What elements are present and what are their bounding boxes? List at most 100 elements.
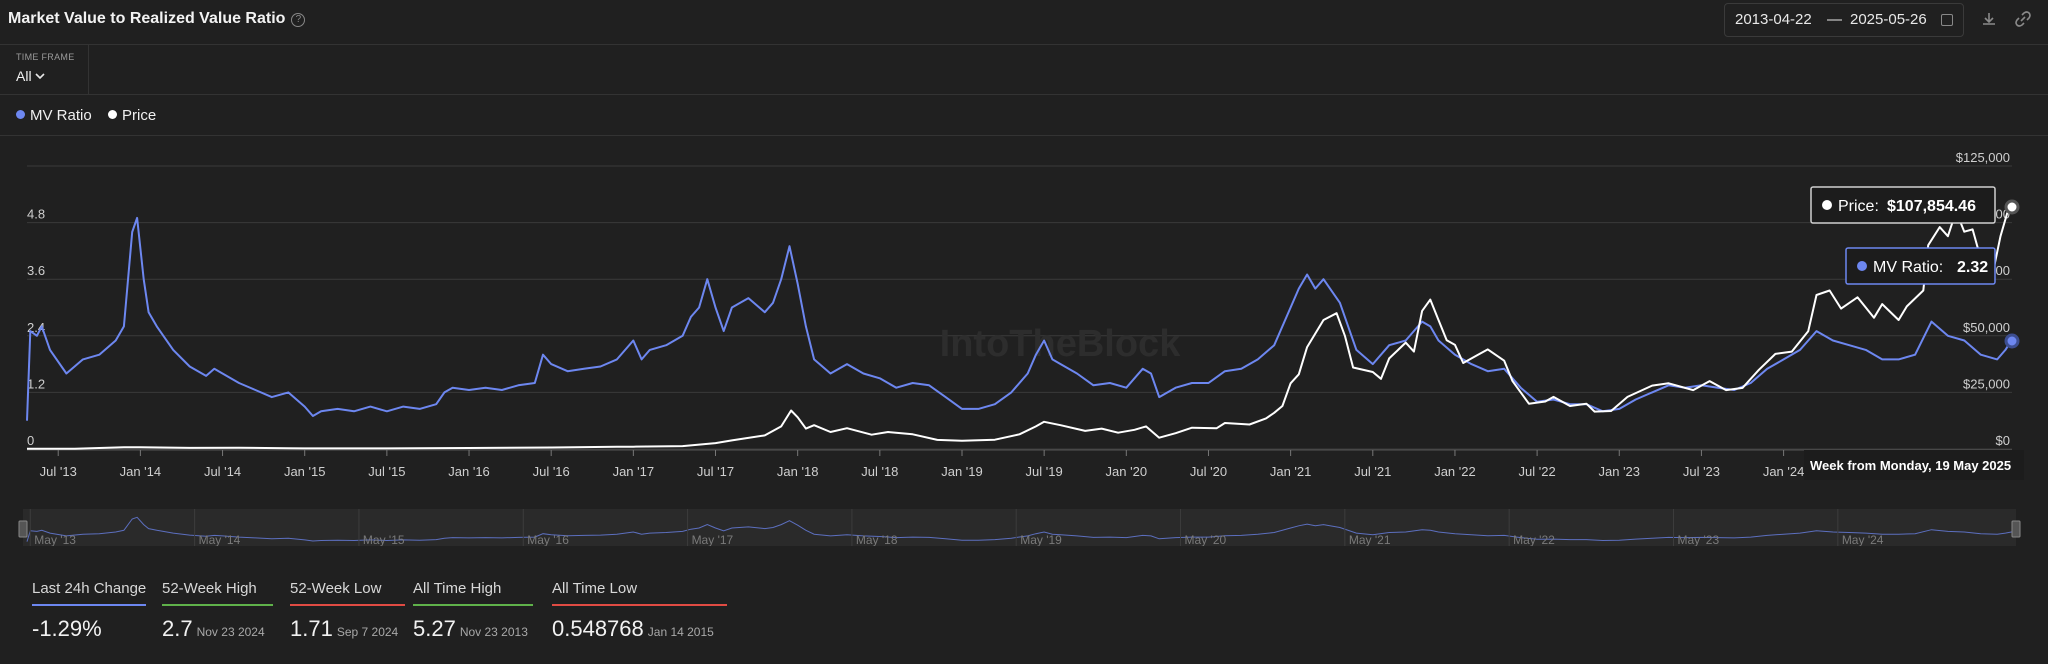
x-tick-label: Jan '14 xyxy=(120,464,162,479)
navigator-label: May '19 xyxy=(1020,533,1062,546)
stat-label: 52-Week High xyxy=(162,580,273,606)
navigator-label: May '20 xyxy=(1185,533,1227,546)
tooltip-price-label: Price: xyxy=(1838,198,1879,215)
stat-value-text: 5.27 xyxy=(413,616,456,641)
navigator-line xyxy=(26,516,2013,542)
x-tick-label: Jan '18 xyxy=(777,464,819,479)
left-y-tick-label: 1.2 xyxy=(27,376,45,391)
tooltip-ratio-marker xyxy=(1857,261,1867,271)
legend-item-mv-ratio[interactable]: MV Ratio xyxy=(16,107,92,124)
x-tick-label: Jan '17 xyxy=(613,464,655,479)
date-range-picker[interactable]: 2013-04-22 — 2025-05-26 xyxy=(1724,3,1964,37)
x-tick-label: Jan '21 xyxy=(1270,464,1312,479)
x-tick-label: Jul '14 xyxy=(204,464,241,479)
stat-52w-low: 52-Week Low 1.71 Sep 7 2024 xyxy=(290,580,406,642)
hover-point-price xyxy=(2004,199,2020,215)
legend-dot-mv-ratio xyxy=(16,110,25,119)
navigator-label: May '13 xyxy=(34,533,76,546)
timeframe-selector[interactable]: TIME FRAME All xyxy=(0,44,89,94)
x-tick-label: Jul '22 xyxy=(1519,464,1556,479)
stat-label: All Time Low xyxy=(552,580,728,606)
stat-value-text: -1.29% xyxy=(32,616,102,641)
date-separator: — xyxy=(1827,11,1842,28)
navigator-label: May '18 xyxy=(856,533,898,546)
tooltip-price: Price: $107,854.46 xyxy=(1810,186,1996,224)
navigator-label: May '17 xyxy=(692,533,734,546)
stats-row: Last 24h Change -1.29% 52-Week High 2.7 N… xyxy=(0,580,2048,664)
stat-value: 1.71 Sep 7 2024 xyxy=(290,616,405,642)
header-bar: Market Value to Realized Value Ratio? 20… xyxy=(0,0,2048,45)
hover-point-ratio xyxy=(2004,333,2020,349)
date-start[interactable]: 2013-04-22 xyxy=(1735,11,1812,28)
navigator-label: May '15 xyxy=(363,533,405,546)
navigator-handle[interactable] xyxy=(18,520,28,538)
tooltip-price-value: $107,854.46 xyxy=(1887,198,1976,215)
legend-dot-price xyxy=(108,110,117,119)
right-y-tick-label: $0 xyxy=(1996,433,2010,448)
link-icon[interactable] xyxy=(2014,10,2032,28)
x-tick-label: Jul '21 xyxy=(1354,464,1391,479)
stat-label: All Time High xyxy=(413,580,534,606)
price-line xyxy=(26,204,2013,450)
stat-value: 5.27 Nov 23 2013 xyxy=(413,616,533,642)
mv-ratio-line xyxy=(26,216,2013,421)
x-tick-label: Jan '19 xyxy=(941,464,983,479)
stat-all-time-low: All Time Low 0.548768 Jan 14 2015 xyxy=(552,580,728,642)
chart-lines xyxy=(26,204,2013,450)
date-end[interactable]: 2025-05-26 xyxy=(1850,11,1927,28)
stat-date: Sep 7 2024 xyxy=(336,625,399,639)
x-tick-label: Jul '23 xyxy=(1683,464,1720,479)
tooltip-price-box xyxy=(1810,186,1996,224)
stat-value: 0.548768 Jan 14 2015 xyxy=(552,616,727,642)
stat-date: Nov 23 2024 xyxy=(196,625,265,639)
help-icon[interactable]: ? xyxy=(291,13,306,27)
navigator-background[interactable] xyxy=(23,509,2016,546)
timeframe-value[interactable]: All xyxy=(16,68,46,84)
stat-date: Nov 23 2013 xyxy=(459,625,528,639)
timeframe-value-text[interactable]: All xyxy=(16,68,32,84)
x-tick-label: Jul '20 xyxy=(1190,464,1227,479)
right-y-tick-label: $25,000 xyxy=(1963,376,2010,391)
watermark-text: IntoTheBlock xyxy=(940,323,1182,365)
right-y-tick-label: $125,000 xyxy=(1956,150,2010,165)
x-tick-label: Jul '18 xyxy=(861,464,898,479)
legend-label-price: Price xyxy=(122,107,157,124)
x-tick-label: Jan '16 xyxy=(448,464,490,479)
timeframe-label: TIME FRAME xyxy=(16,52,75,62)
tooltip-week-box xyxy=(1804,450,2024,480)
x-tick-label: Jul '19 xyxy=(1026,464,1063,479)
tooltip-ratio: MV Ratio: 2.32 xyxy=(1845,247,1996,285)
x-tick-label: Jul '15 xyxy=(368,464,405,479)
tooltip-ratio-label: MV Ratio: xyxy=(1873,259,1943,276)
x-tick-label: Jan '23 xyxy=(1599,464,1641,479)
chart-grid xyxy=(27,165,2012,450)
x-tick-label: Jul '13 xyxy=(40,464,77,479)
download-icon[interactable] xyxy=(1980,10,1998,28)
legend-item-price[interactable]: Price xyxy=(108,107,156,124)
tooltip-ratio-box xyxy=(1845,247,1996,285)
tooltip-price-marker xyxy=(1822,200,1832,210)
navigator-handle[interactable] xyxy=(2011,520,2021,538)
page-title: Market Value to Realized Value Ratio? xyxy=(8,10,306,28)
stat-label: 52-Week Low xyxy=(290,580,406,606)
stat-value: -1.29% xyxy=(32,616,146,642)
stat-label: Last 24h Change xyxy=(32,580,147,606)
stat-value-text: 2.7 xyxy=(162,616,193,641)
x-tick-label: Jul '16 xyxy=(533,464,570,479)
x-tick-label: Jan '22 xyxy=(1434,464,1476,479)
stat-all-time-high: All Time High 5.27 Nov 23 2013 xyxy=(413,580,534,642)
navigator[interactable]: May '13 May '14 May '15 May '16 May '17 May '… xyxy=(18,509,2021,546)
navigator-label: May '22 xyxy=(1513,533,1555,546)
stat-value-text: 1.71 xyxy=(290,616,333,641)
x-tick-label: Jan '15 xyxy=(284,464,326,479)
chevron-down-icon[interactable] xyxy=(35,72,46,80)
x-tick-label: Jan '20 xyxy=(1106,464,1148,479)
main-chart[interactable]: IntoTheBlock Jul '13 Jan '14 Jul '14 Jan '1… xyxy=(0,136,2048,546)
legend-label-mv-ratio: MV Ratio xyxy=(30,107,92,124)
left-y-tick-label: 4.8 xyxy=(27,207,45,222)
calendar-icon[interactable] xyxy=(1941,14,1953,26)
tooltip-week: Week from Monday, 19 May 2025 xyxy=(1804,450,2024,480)
stat-52w-high: 52-Week High 2.7 Nov 23 2024 xyxy=(162,580,273,642)
tooltip-ratio-value: 2.32 xyxy=(1957,259,1988,276)
legend-bar: MV Ratio Price xyxy=(0,95,2048,136)
